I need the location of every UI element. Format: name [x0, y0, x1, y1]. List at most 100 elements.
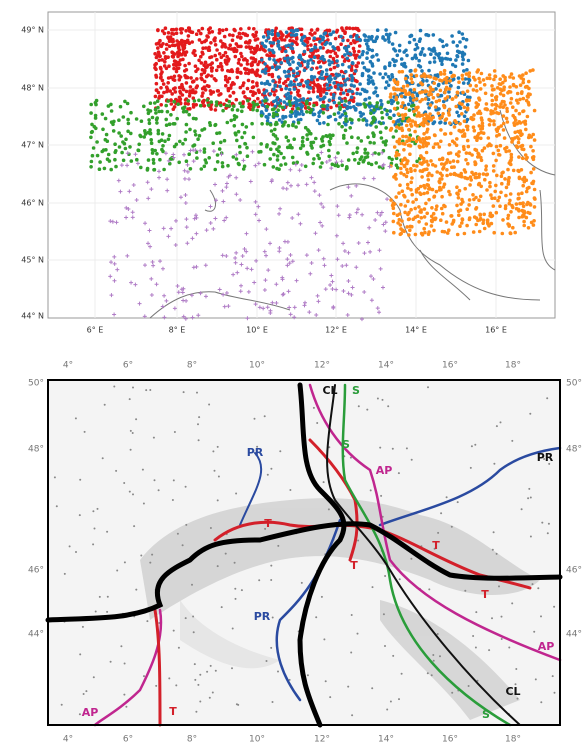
dot [502, 122, 506, 126]
dot [463, 52, 467, 56]
dot [480, 116, 484, 120]
dot [183, 391, 185, 393]
dot [396, 83, 400, 87]
dot [173, 479, 175, 481]
dot [107, 596, 109, 598]
dot [498, 204, 502, 208]
dot [189, 167, 193, 171]
dot [350, 90, 354, 94]
dot [341, 63, 345, 67]
dot [119, 105, 123, 109]
dot [319, 35, 323, 39]
dot [372, 135, 376, 139]
dot [418, 114, 422, 118]
dot [455, 121, 459, 125]
dot [406, 186, 410, 190]
dot [442, 104, 446, 108]
dot [450, 34, 454, 38]
dot [392, 231, 396, 235]
dot [531, 68, 535, 72]
dot [179, 97, 183, 101]
dot [179, 75, 183, 79]
dot [496, 553, 498, 555]
dot [317, 87, 321, 91]
dot [110, 109, 114, 113]
dot [130, 159, 134, 163]
dot [356, 27, 360, 31]
dot [404, 77, 408, 81]
dot [454, 58, 458, 62]
dot [239, 86, 243, 90]
dot [281, 115, 285, 119]
dot [495, 95, 499, 99]
dot [206, 671, 208, 673]
dot [233, 118, 237, 122]
dot [524, 71, 528, 75]
dot [93, 125, 97, 129]
dot [104, 404, 106, 406]
dot [194, 64, 198, 68]
dot [166, 81, 170, 85]
dot [427, 386, 429, 388]
dot [476, 134, 480, 138]
top-tick-label: 12° [314, 361, 330, 371]
dot [232, 28, 236, 32]
dot [375, 105, 379, 109]
dot [463, 119, 467, 123]
dot [419, 169, 423, 173]
dot [266, 105, 270, 109]
top-tick-label: 16° [442, 361, 458, 371]
dot [265, 145, 269, 149]
dot [201, 27, 205, 31]
dot [350, 74, 354, 78]
dot [437, 107, 441, 111]
dot [201, 52, 205, 56]
dot [187, 34, 191, 38]
dot [242, 58, 246, 62]
dot [129, 132, 133, 136]
dot [93, 676, 95, 678]
dot [319, 65, 323, 69]
dot [181, 93, 185, 97]
dot [387, 75, 391, 79]
dot [322, 144, 326, 148]
dot [89, 165, 93, 169]
dot [515, 202, 519, 206]
dot [173, 145, 177, 149]
dot [277, 145, 281, 149]
dot [425, 212, 429, 216]
dot [365, 119, 369, 123]
dot [411, 459, 413, 461]
dot [203, 165, 207, 169]
dot [210, 61, 214, 65]
dot [400, 162, 404, 166]
dot [452, 165, 456, 169]
dot [480, 159, 484, 163]
dot [162, 82, 166, 86]
dot [347, 686, 349, 688]
dot [200, 61, 204, 65]
dot [210, 69, 214, 73]
dot [521, 508, 523, 510]
dot [408, 152, 412, 156]
dot [89, 136, 93, 140]
dot [511, 226, 515, 230]
dot [100, 150, 104, 154]
dot [403, 89, 407, 93]
dot [396, 101, 400, 105]
dot [174, 431, 176, 433]
dot [124, 561, 126, 563]
dot [513, 136, 517, 140]
dot [380, 103, 384, 107]
dot [527, 80, 531, 84]
dot [215, 58, 219, 62]
dot [478, 173, 482, 177]
dot [312, 113, 316, 117]
dot [398, 472, 400, 474]
dot [154, 68, 158, 72]
dot [161, 79, 165, 83]
dot [384, 86, 388, 90]
dot [349, 52, 353, 56]
dot [185, 159, 189, 163]
dot [479, 137, 483, 141]
